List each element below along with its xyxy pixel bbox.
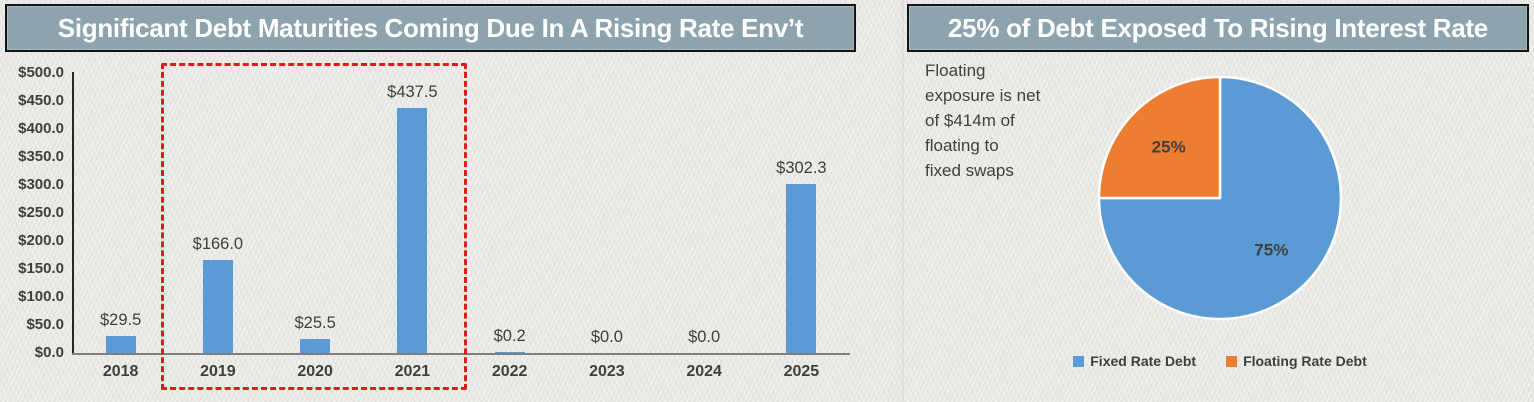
y-axis-tick-label: $300.0: [18, 176, 64, 193]
bar-value-label-2021: $437.5: [387, 83, 438, 101]
y-axis-tick-label: $500.0: [18, 64, 64, 81]
bar-value-label-2022: $0.2: [493, 326, 526, 345]
x-axis-line: [72, 353, 850, 355]
bar-2021: [397, 108, 428, 353]
x-axis-label-2021: 2021: [394, 363, 431, 380]
bar-2022: [494, 351, 525, 353]
legend-item-floating-rate-debt: Floating Rate Debt: [1226, 353, 1367, 369]
legend-label-fixed-rate-debt: Fixed Rate Debt: [1090, 353, 1197, 369]
y-axis-tick-label: $450.0: [18, 92, 64, 109]
x-axis-label-2022: 2022: [491, 363, 528, 380]
y-axis-tick-label: $400.0: [18, 120, 64, 137]
fixed-rate-debt-swatch-icon: [1073, 355, 1085, 367]
legend-label-floating-rate-debt: Floating Rate Debt: [1243, 353, 1367, 369]
legend-item-fixed-rate-debt: Fixed Rate Debt: [1073, 353, 1196, 369]
pie-slice-floating-rate-debt: [1097, 75, 1222, 200]
floating-rate-debt-swatch-icon: [1226, 355, 1238, 367]
x-axis-label-2023: 2023: [589, 363, 625, 380]
bar-value-label-2019: $166.0: [192, 235, 244, 254]
debt-exposure-pie-chart: 75% 25%: [1097, 75, 1343, 321]
y-axis-tick-label: $150.0: [18, 260, 64, 277]
x-axis-label-2025: 2025: [783, 363, 820, 380]
x-axis-label-2018: 2018: [102, 363, 139, 380]
highlight-box-2019-2021: [161, 63, 467, 390]
bar-value-label-2023: $0.0: [590, 328, 623, 346]
y-axis-tick-label: $350.0: [18, 148, 64, 165]
bar-2019: [202, 260, 233, 353]
pie-slice-label-75%: 75%: [1254, 240, 1288, 259]
bar-value-label-2018: $29.5: [99, 311, 142, 330]
bar-2020: [300, 338, 331, 353]
right-chart-title: 25% of Debt Exposed To Rising Interest R…: [907, 4, 1529, 52]
x-axis-label-2024: 2024: [686, 363, 722, 380]
bar-2025: [786, 183, 817, 353]
bar-2018: [105, 336, 136, 353]
panel-divider: [902, 0, 904, 402]
y-axis-tick-label: $250.0: [18, 204, 64, 221]
pie-legend: Fixed Rate Debt Floating Rate Debt: [1010, 353, 1430, 369]
y-axis-line: [72, 72, 74, 353]
y-axis-tick-label: $0.0: [34, 344, 64, 361]
bar-value-label-2024: $0.0: [688, 328, 721, 346]
bar-value-label-2025: $302.3: [776, 158, 827, 177]
y-axis-tick-label: $100.0: [18, 288, 64, 305]
left-chart-title: Significant Debt Maturities Coming Due I…: [5, 4, 856, 52]
y-axis-tick-label: $200.0: [18, 232, 64, 249]
pie-slice-label-25%: 25%: [1152, 138, 1186, 157]
y-axis-tick-label: $50.0: [26, 316, 64, 333]
x-axis-label-2020: 2020: [297, 363, 333, 380]
floating-exposure-note: Floating exposure is net of $414m of flo…: [925, 61, 1041, 180]
x-axis-label-2019: 2019: [200, 363, 236, 380]
bar-value-label-2020: $25.5: [294, 313, 336, 332]
